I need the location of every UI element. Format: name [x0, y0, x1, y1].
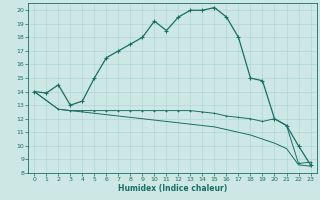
X-axis label: Humidex (Indice chaleur): Humidex (Indice chaleur) [118, 184, 227, 193]
